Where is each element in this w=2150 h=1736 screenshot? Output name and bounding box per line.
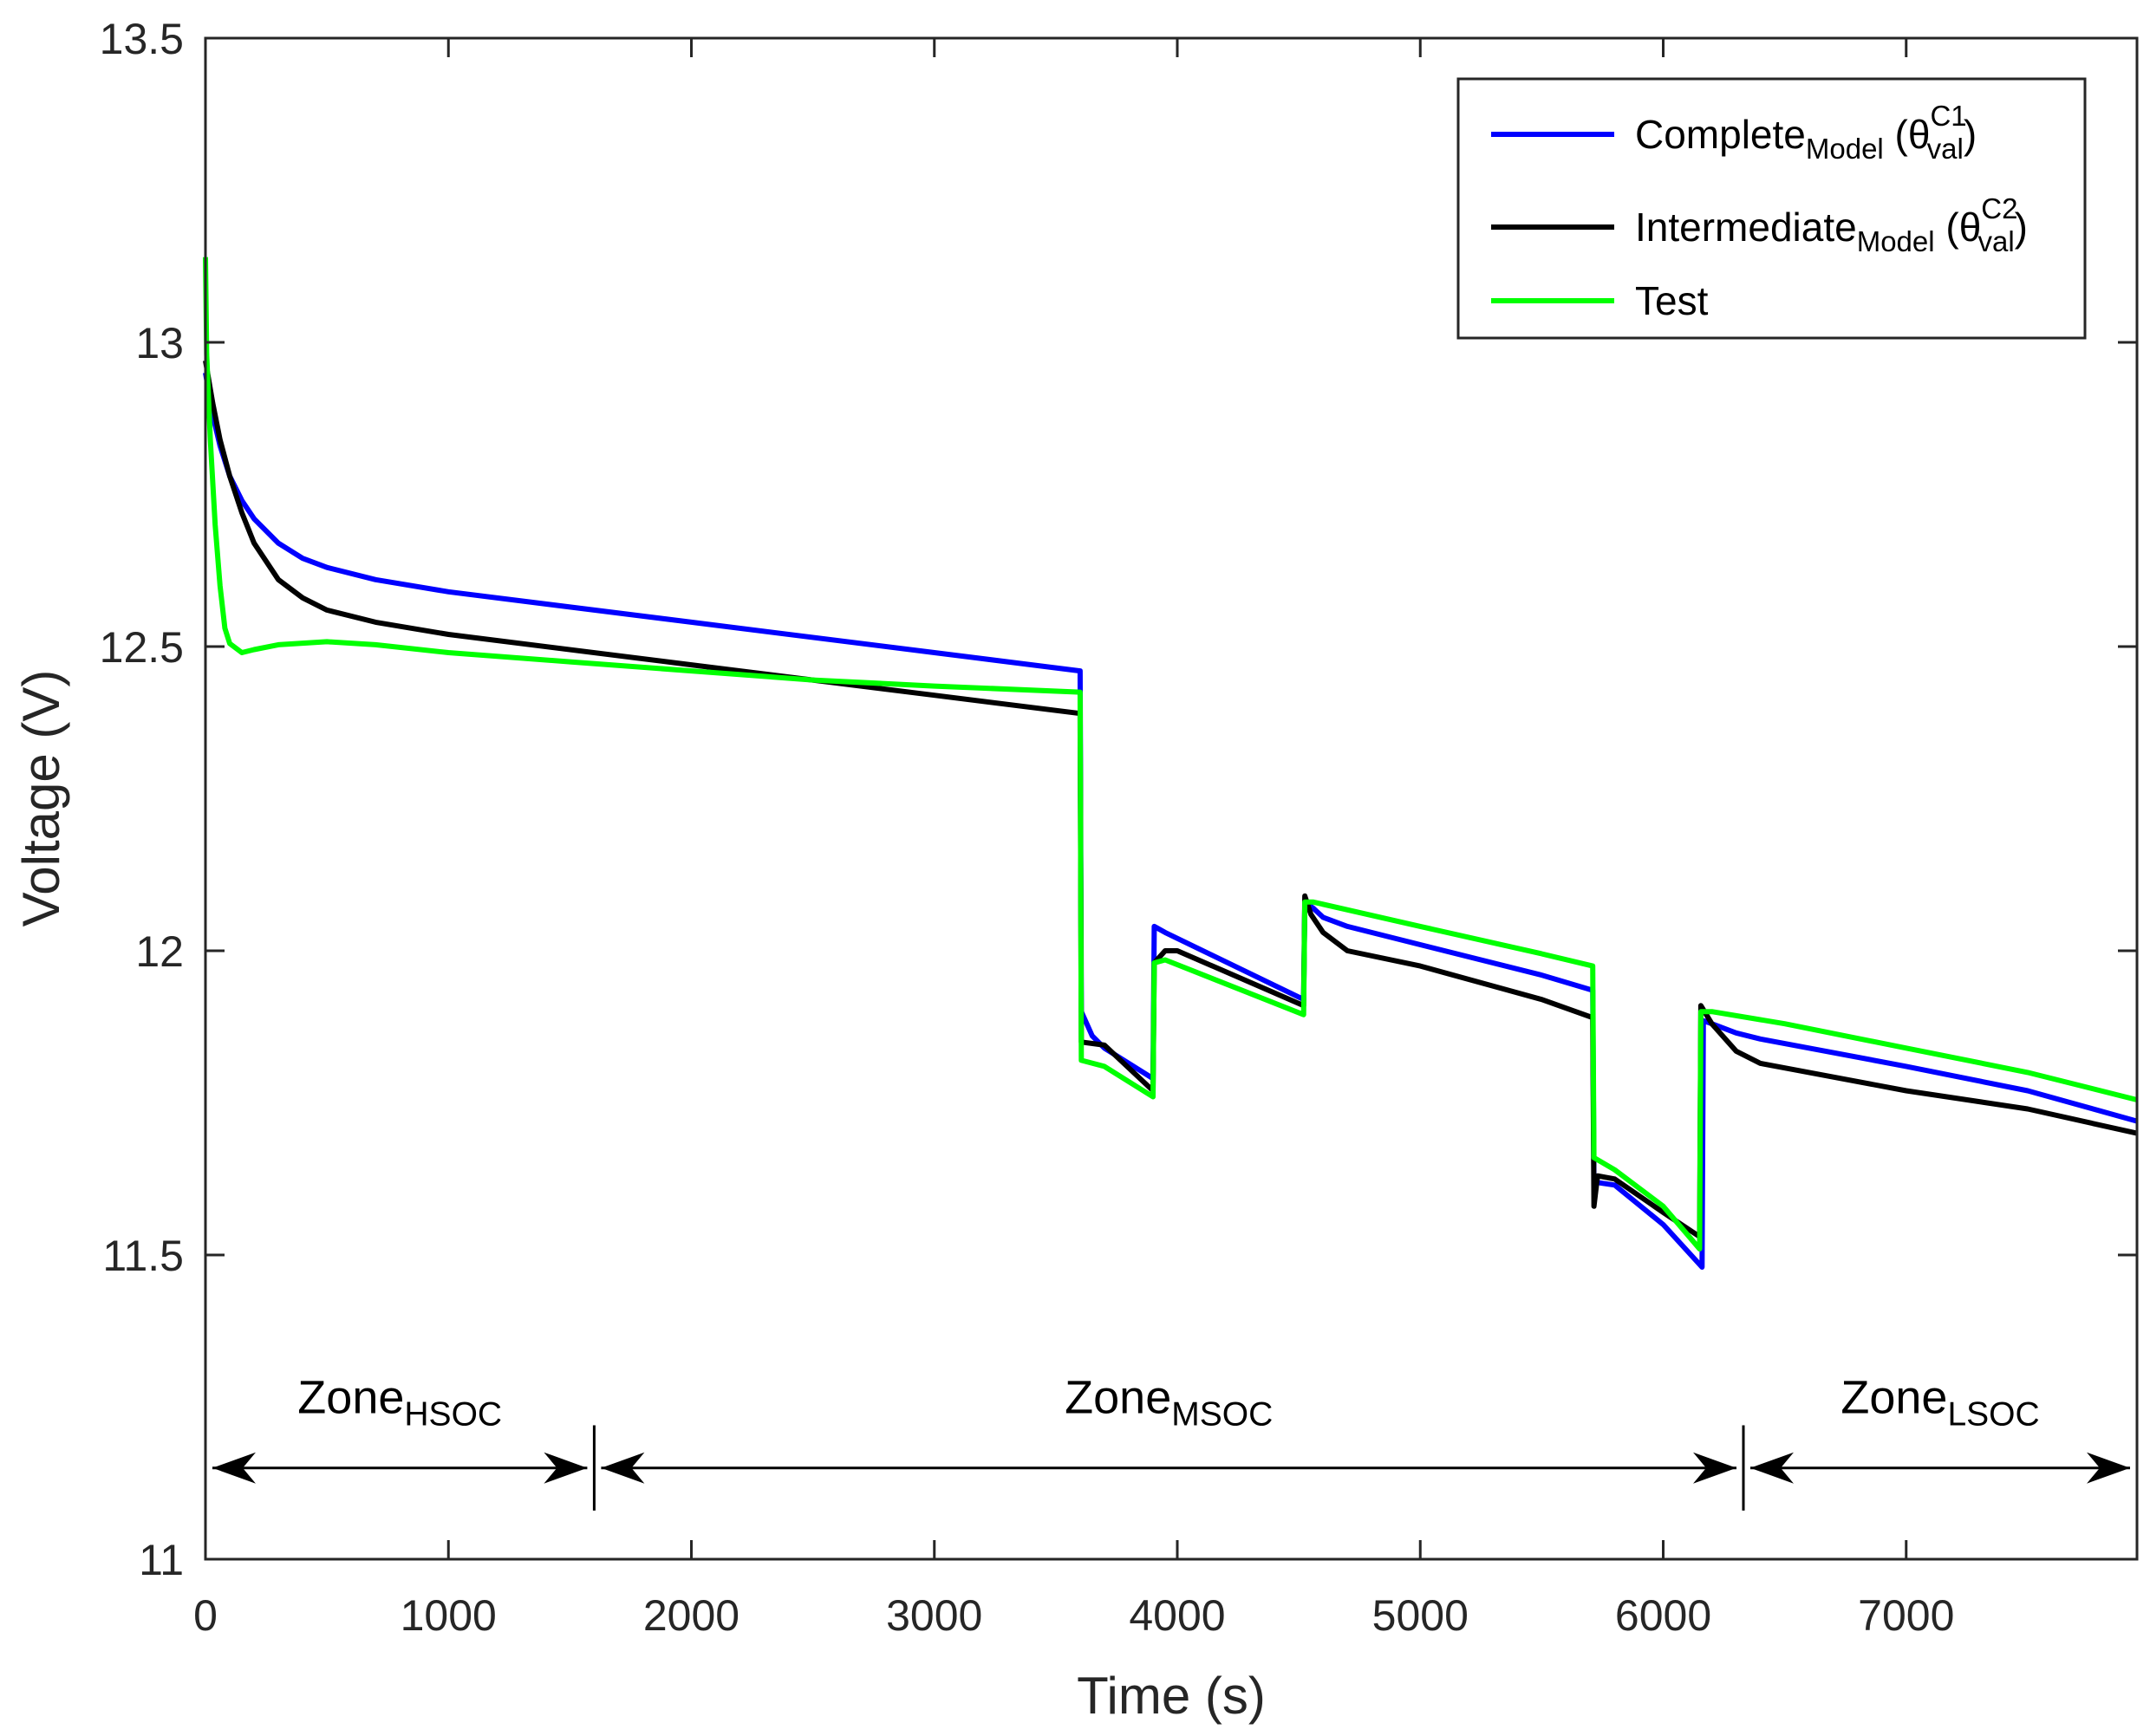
x-tick-label: 7000 <box>1858 1591 1954 1640</box>
y-tick-label: 12 <box>135 927 184 976</box>
zone-annotations: ZoneHSOC ZoneMSOC ZoneLSOC <box>212 1372 2130 1511</box>
y-tick-label: 13 <box>135 319 184 367</box>
legend-label-test: Test <box>1635 278 1709 323</box>
zone-arrowhead <box>544 1452 588 1484</box>
axis-ticks: 0 1000 2000 3000 4000 5000 6000 7000 11 11.5 12 12.… <box>100 15 2137 1640</box>
zone-arrowhead <box>601 1452 645 1484</box>
series-layer <box>203 257 2138 1270</box>
zone-arrowhead <box>1692 1452 1736 1484</box>
legend-box <box>1456 77 2087 340</box>
series-line-complete <box>203 372 2138 1270</box>
y-tick-label: 12.5 <box>100 623 184 672</box>
y-tick-label: 11 <box>139 1536 184 1584</box>
y-axis-title: Voltage (V) <box>12 670 70 927</box>
zone-arrowhead <box>212 1452 256 1484</box>
x-tick-label: 6000 <box>1615 1591 1711 1640</box>
zone-label-msoc: ZoneMSOC <box>1065 1372 1273 1434</box>
zone-label-hsoc: ZoneHSOC <box>297 1372 502 1434</box>
zone-label-lsoc: ZoneLSOC <box>1841 1372 2039 1434</box>
x-tick-label: 0 <box>193 1591 218 1640</box>
x-tick-label: 3000 <box>886 1591 982 1640</box>
plot-frame <box>204 36 2139 1561</box>
x-tick-label: 1000 <box>401 1591 497 1640</box>
x-axis-title: Time (s) <box>1077 1667 1266 1725</box>
y-tick-label: 11.5 <box>102 1232 184 1280</box>
legend-label-complete: CompleteModel (θC1 val) <box>1635 100 1977 165</box>
legend: CompleteModel (θC1 val) IntermediateModel … <box>1456 77 2087 340</box>
x-tick-label: 4000 <box>1129 1591 1225 1640</box>
zone-arrowhead <box>1749 1452 1794 1484</box>
zone-arrowhead <box>2087 1452 2130 1484</box>
x-tick-label: 2000 <box>643 1591 739 1640</box>
legend-label-intermediate: IntermediateModel (θC2 val) <box>1635 192 2028 257</box>
series-line-test <box>203 257 2138 1252</box>
y-tick-label: 13.5 <box>100 15 184 63</box>
x-tick-label: 5000 <box>1372 1591 1469 1640</box>
